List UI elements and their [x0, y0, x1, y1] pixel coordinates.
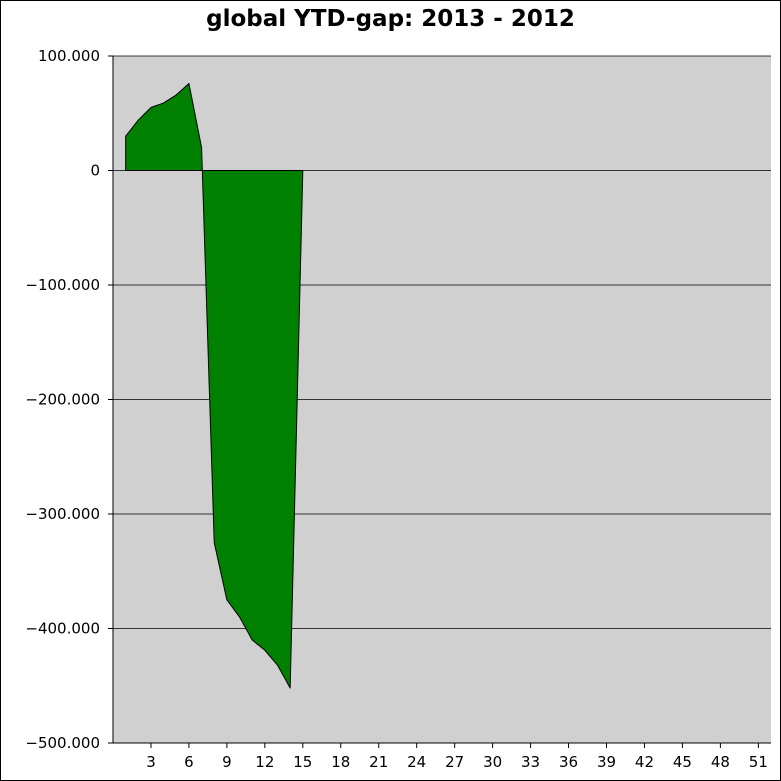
y-tick-label: −500.000 — [25, 734, 100, 752]
x-tick-label: 6 — [184, 753, 194, 771]
y-tick-label: −300.000 — [25, 505, 100, 523]
area-series — [125, 82, 304, 689]
y-tick-label: −400.000 — [25, 620, 100, 638]
x-tick-label: 9 — [222, 753, 232, 771]
x-tick-label: 3 — [146, 753, 156, 771]
x-tick-label: 33 — [521, 753, 540, 771]
chart-title: global YTD-gap: 2013 - 2012 — [206, 6, 575, 32]
x-tick-label: 21 — [369, 753, 388, 771]
x-tick-label: 45 — [673, 753, 692, 771]
x-tick-label: 27 — [445, 753, 464, 771]
x-tick-label: 51 — [749, 753, 768, 771]
x-tick-label: 36 — [559, 753, 578, 771]
y-tick-label: 100.000 — [38, 47, 100, 65]
y-tick-label: 0 — [90, 162, 100, 180]
x-tick-label: 30 — [483, 753, 502, 771]
x-tick-label: 15 — [293, 753, 312, 771]
y-tick-label: −200.000 — [25, 391, 100, 409]
y-tick-label: −100.000 — [25, 276, 100, 294]
x-tick-label: 48 — [711, 753, 730, 771]
x-tick-label: 24 — [407, 753, 426, 771]
x-tick-label: 39 — [597, 753, 616, 771]
x-tick-label: 18 — [331, 753, 350, 771]
x-tick-label: 42 — [635, 753, 654, 771]
x-tick-label: 12 — [255, 753, 274, 771]
